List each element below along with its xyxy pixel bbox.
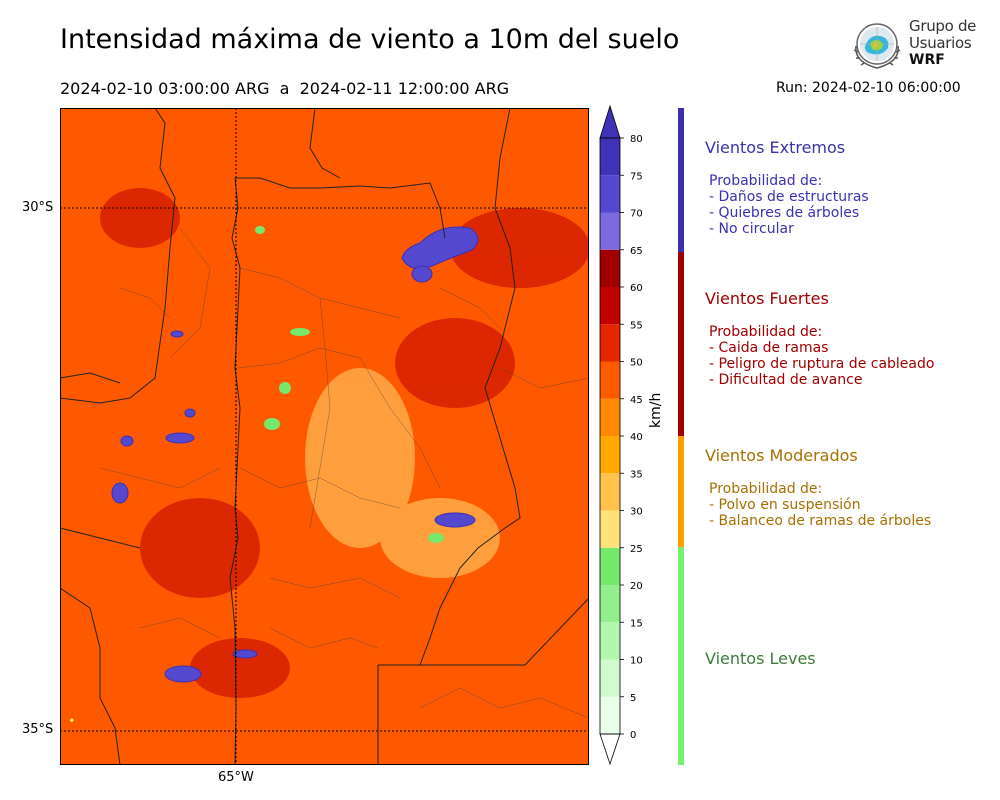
category-item: - Daños de estructuras	[709, 189, 869, 205]
colorbar-band	[600, 622, 620, 660]
grupo-usuarios-wrf-logo: Grupo de Usuarios WRF	[848, 16, 978, 76]
logo-line-3: WRF	[909, 52, 945, 68]
colorbar-band	[600, 212, 620, 250]
lon-label-65w: 65°W	[218, 770, 254, 785]
category-fuertes: Vientos Fuertes Probabilidad de: - Caida…	[705, 289, 934, 388]
logo-line-1: Grupo de	[909, 17, 977, 35]
lat-label-30s: 30°S	[22, 200, 54, 215]
globe-emblem-icon	[853, 23, 901, 69]
colorbar-band	[600, 175, 620, 213]
category-name: Vientos Leves	[705, 649, 816, 668]
category-name: Vientos Moderados	[705, 446, 858, 465]
category-item: - Dificultad de avance	[709, 372, 863, 388]
colorbar-tick-label: 45	[630, 395, 643, 406]
map-frame	[60, 108, 589, 765]
light-wind-cells	[255, 226, 444, 543]
colorbar-band	[600, 287, 620, 325]
category-moderados: Vientos Moderados Probabilidad de: - Pol…	[705, 446, 931, 529]
category-name: Vientos Fuertes	[705, 289, 829, 308]
colorbar-tick-label: 15	[630, 618, 643, 629]
bar-extremos	[678, 108, 684, 252]
colorbar-band	[600, 324, 620, 362]
wind-speed-colorbar: 0 5 10 15 20 25 30 35 40 45 50 55 60 65 70 75 80	[599, 104, 643, 766]
category-extremos: Vientos Extremos Probabilidad de: - Daño…	[705, 138, 869, 237]
colorbar-tick-label: 25	[630, 544, 643, 555]
map-title: Intensidad máxima de viento a 10m del su…	[60, 24, 680, 55]
category-prob-label: Probabilidad de:	[709, 481, 823, 497]
category-prob-label: Probabilidad de:	[709, 324, 823, 340]
category-item: - Caida de ramas	[709, 340, 829, 356]
colorbar-tick-label: 20	[630, 581, 643, 592]
bar-fuertes	[678, 252, 684, 436]
category-item: - No circular	[709, 221, 794, 237]
graticule	[60, 108, 589, 765]
bar-leves	[678, 547, 684, 765]
colorbar-tick-label: 40	[630, 432, 643, 443]
extreme-wind-cells	[111, 226, 479, 683]
colorbar-band	[600, 361, 620, 399]
category-name: Vientos Extremos	[705, 138, 846, 157]
colorbar-tick-label: 80	[630, 134, 643, 145]
colorbar-tick-label: 0	[630, 730, 636, 741]
colorbar-band	[600, 585, 620, 623]
category-prob-label: Probabilidad de:	[709, 173, 823, 189]
colorbar-band	[600, 249, 620, 287]
colorbar-tick-label: 55	[630, 320, 643, 331]
logo-line-2: Usuarios	[909, 34, 972, 52]
category-item: - Balanceo de ramas de árboles	[709, 513, 932, 529]
colorbar-band	[600, 659, 620, 697]
colorbar-tick-label: 65	[630, 246, 643, 257]
category-leves: Vientos Leves	[705, 649, 816, 668]
colorbar-band	[600, 436, 620, 474]
colorbar-tick-label: 70	[630, 209, 643, 220]
colorbar-tick-label: 35	[630, 469, 643, 480]
bar-moderados	[678, 436, 684, 547]
colorbar-tick-label: 30	[630, 507, 643, 518]
category-item: - Peligro de ruptura de cableado	[709, 356, 935, 372]
category-item: - Polvo en suspensión	[709, 497, 861, 513]
wind-speed-map	[60, 108, 589, 765]
colorbar-tick-label: 75	[630, 171, 643, 182]
colorbar-band	[600, 510, 620, 548]
colorbar-unit: km/h	[648, 392, 664, 428]
colorbar-tick-label: 60	[630, 283, 643, 294]
colorbar-min-extend	[599, 733, 621, 766]
strong-wind-patches	[100, 188, 589, 698]
forecast-period: 2024-02-10 03:00:00 ARG a 2024-02-11 12:…	[60, 79, 510, 98]
run-time: Run: 2024-02-10 06:00:00	[776, 80, 961, 96]
colorbar-band	[600, 473, 620, 511]
category-item: - Quiebres de árboles	[709, 205, 860, 221]
colorbar-tick-label: 5	[630, 693, 636, 704]
colorbar-band	[600, 696, 620, 734]
lat-label-35s: 35°S	[22, 722, 54, 737]
colorbar-band	[600, 398, 620, 436]
colorbar-band	[600, 547, 620, 585]
colorbar-band	[600, 138, 620, 176]
department-borders	[99, 227, 589, 719]
colorbar-tick-label: 10	[630, 656, 643, 667]
colorbar-tick-label: 50	[630, 358, 643, 369]
colorbar-max-extend	[599, 104, 621, 139]
